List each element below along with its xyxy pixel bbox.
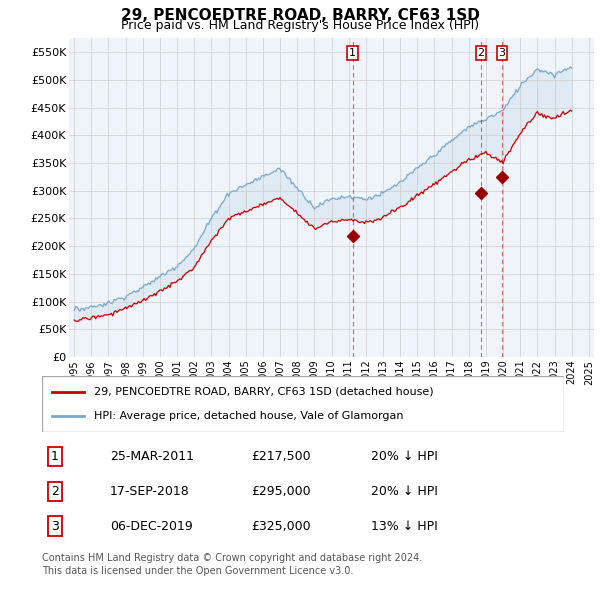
Text: 29, PENCOEDTRE ROAD, BARRY, CF63 1SD (detached house): 29, PENCOEDTRE ROAD, BARRY, CF63 1SD (de… [94, 386, 434, 396]
Text: £325,000: £325,000 [251, 520, 310, 533]
Text: 06-DEC-2019: 06-DEC-2019 [110, 520, 193, 533]
Text: 20% ↓ HPI: 20% ↓ HPI [371, 484, 438, 498]
Text: 1: 1 [349, 48, 356, 58]
Text: 20% ↓ HPI: 20% ↓ HPI [371, 450, 438, 463]
Text: This data is licensed under the Open Government Licence v3.0.: This data is licensed under the Open Gov… [42, 566, 353, 576]
Text: £295,000: £295,000 [251, 484, 310, 498]
Text: 17-SEP-2018: 17-SEP-2018 [110, 484, 190, 498]
Text: 2: 2 [51, 484, 59, 498]
Text: HPI: Average price, detached house, Vale of Glamorgan: HPI: Average price, detached house, Vale… [94, 411, 404, 421]
Text: Price paid vs. HM Land Registry's House Price Index (HPI): Price paid vs. HM Land Registry's House … [121, 19, 479, 32]
FancyBboxPatch shape [42, 376, 564, 432]
Text: 29, PENCOEDTRE ROAD, BARRY, CF63 1SD: 29, PENCOEDTRE ROAD, BARRY, CF63 1SD [121, 8, 479, 22]
Text: 1: 1 [51, 450, 59, 463]
Text: £217,500: £217,500 [251, 450, 310, 463]
Text: 13% ↓ HPI: 13% ↓ HPI [371, 520, 437, 533]
Text: 3: 3 [51, 520, 59, 533]
Text: 25-MAR-2011: 25-MAR-2011 [110, 450, 194, 463]
Text: Contains HM Land Registry data © Crown copyright and database right 2024.: Contains HM Land Registry data © Crown c… [42, 553, 422, 563]
Text: 3: 3 [498, 48, 505, 58]
Text: 2: 2 [478, 48, 484, 58]
